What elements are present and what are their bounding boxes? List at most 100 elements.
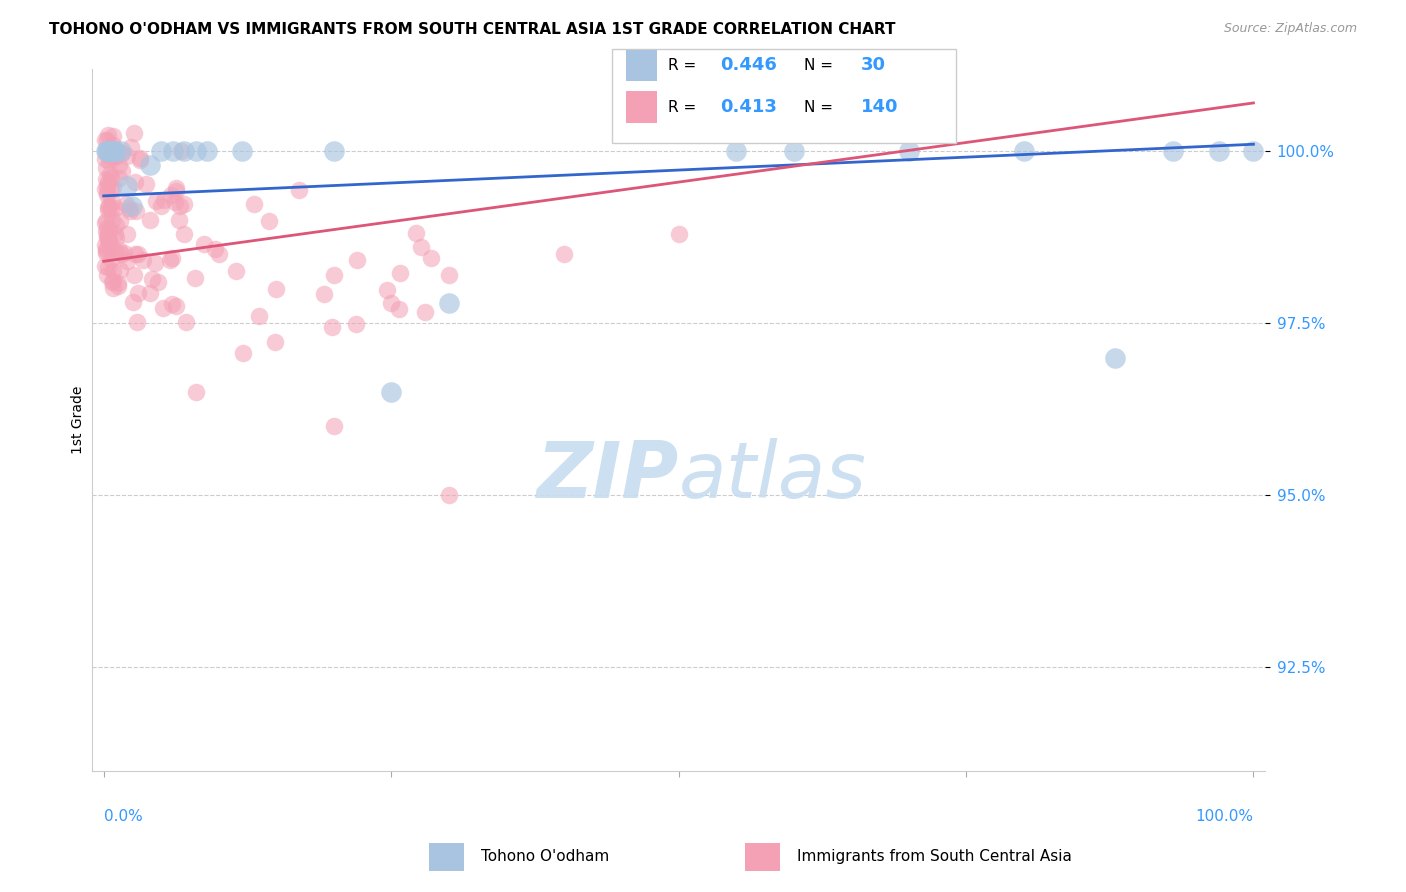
Text: 140: 140	[860, 98, 898, 116]
Point	[257, 214, 280, 228]
Point	[98, 149, 121, 163]
Point	[139, 286, 162, 301]
Point	[183, 271, 205, 285]
Point	[114, 197, 136, 211]
Point	[100, 202, 122, 217]
Point	[145, 194, 167, 208]
Point	[159, 253, 181, 268]
Point	[96, 132, 118, 146]
Point	[173, 197, 195, 211]
Point	[100, 144, 122, 158]
Point	[96, 228, 118, 243]
Point	[725, 144, 748, 158]
Point	[98, 144, 121, 158]
Point	[103, 144, 125, 158]
Point	[111, 145, 134, 160]
Text: 0.413: 0.413	[720, 98, 776, 116]
Point	[127, 314, 149, 328]
Point	[100, 213, 122, 227]
Point	[322, 144, 344, 158]
Text: 30: 30	[860, 56, 886, 74]
Point	[165, 181, 187, 195]
Point	[100, 144, 122, 158]
Point	[314, 287, 336, 301]
Point	[242, 197, 264, 211]
Text: Source: ZipAtlas.com: Source: ZipAtlas.com	[1223, 22, 1357, 36]
Point	[105, 231, 128, 245]
Point	[100, 252, 122, 267]
Text: atlas: atlas	[679, 438, 866, 514]
Point	[162, 144, 184, 158]
Point	[118, 201, 141, 215]
Point	[127, 247, 149, 261]
Point	[115, 149, 138, 163]
Point	[165, 299, 187, 313]
Point	[96, 186, 118, 200]
Point	[97, 234, 120, 248]
Point	[167, 213, 190, 227]
Point	[165, 184, 187, 198]
Point	[104, 218, 127, 232]
Point	[204, 242, 226, 256]
Point	[138, 158, 160, 172]
Point	[170, 145, 193, 159]
Text: ZIP: ZIP	[536, 438, 679, 514]
Point	[132, 252, 155, 267]
Point	[150, 199, 173, 213]
Point	[104, 244, 127, 259]
Point	[153, 193, 176, 207]
Point	[160, 187, 183, 202]
Text: R =: R =	[668, 58, 696, 72]
Point	[411, 239, 433, 253]
Point	[162, 252, 184, 266]
Point	[97, 203, 120, 218]
Point	[97, 153, 120, 168]
Point	[346, 252, 368, 267]
Text: 100.0%: 100.0%	[1195, 809, 1254, 824]
Point	[98, 167, 121, 181]
Point	[124, 246, 146, 260]
Point	[138, 213, 160, 227]
Point	[322, 268, 344, 282]
Point	[668, 227, 690, 241]
Point	[419, 252, 441, 266]
Text: 0.0%: 0.0%	[104, 809, 142, 824]
Point	[173, 227, 195, 241]
Y-axis label: 1st Grade: 1st Grade	[72, 385, 86, 454]
Point	[193, 237, 215, 252]
Point	[141, 272, 163, 286]
Point	[112, 246, 135, 260]
Point	[195, 144, 218, 158]
Point	[782, 144, 804, 158]
Point	[122, 126, 145, 140]
Point	[94, 259, 117, 273]
Point	[163, 195, 186, 210]
Point	[96, 245, 118, 260]
Point	[110, 164, 132, 178]
Point	[375, 283, 398, 297]
Point	[437, 268, 460, 282]
Point	[405, 227, 427, 241]
Point	[96, 268, 118, 282]
Point	[94, 223, 117, 237]
Point	[150, 144, 173, 158]
Point	[1161, 144, 1184, 158]
Point	[94, 242, 117, 256]
Point	[97, 200, 120, 214]
Point	[247, 309, 270, 323]
Text: Immigrants from South Central Asia: Immigrants from South Central Asia	[797, 849, 1073, 863]
Point	[104, 201, 127, 215]
Point	[174, 315, 197, 329]
Point	[553, 247, 575, 261]
Point	[100, 195, 122, 210]
Point	[108, 171, 131, 186]
Point	[98, 199, 121, 213]
Point	[97, 231, 120, 245]
Point	[184, 385, 207, 400]
Point	[120, 140, 142, 154]
Point	[94, 237, 117, 252]
Point	[101, 179, 124, 194]
Point	[121, 199, 143, 213]
Point	[107, 158, 129, 172]
Point	[94, 153, 117, 167]
